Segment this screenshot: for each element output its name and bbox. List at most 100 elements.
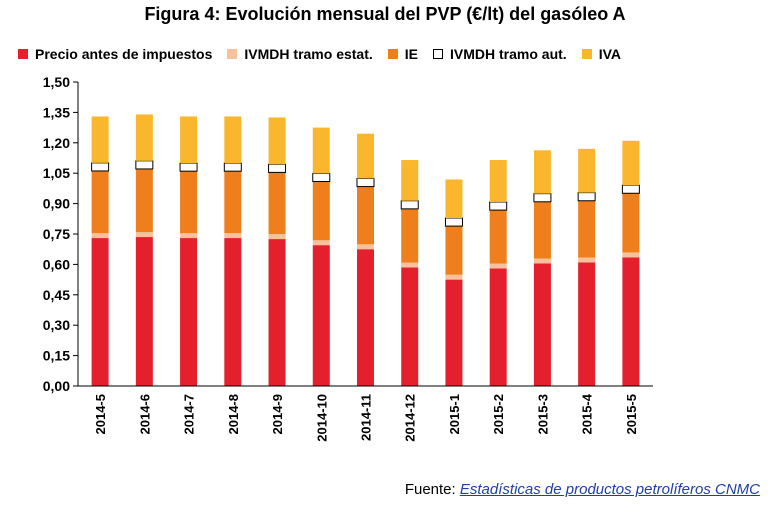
x-tick-label: 2015-2 — [491, 394, 506, 434]
bar-segment-5-2014-7 — [180, 116, 198, 164]
x-tick-label: 2014-11 — [359, 394, 374, 441]
bar-segment-5-2015-3 — [533, 150, 551, 194]
source-label: Fuente: — [404, 481, 460, 498]
bar-segment-5-2014-11 — [357, 133, 374, 179]
bar-segment-5-2015-2 — [489, 160, 507, 202]
bar-segment-4-2014-11 — [356, 177, 375, 188]
y-tick-label: 0,90 — [43, 196, 70, 212]
y-tick-label: 1,05 — [43, 165, 70, 181]
bar-segment-4-2014-12 — [400, 200, 419, 210]
legend-label-ivmdh-estatal: IVMDH tramo estat. — [244, 46, 373, 62]
bar-segment-2-2014-11 — [357, 244, 374, 250]
bar-segment-2-2014-10 — [312, 240, 330, 246]
bar-segment-3-2014-6 — [135, 168, 153, 233]
x-tick-label: 2014-6 — [137, 394, 152, 434]
bar-segment-3-2015-3 — [533, 201, 551, 259]
bar-segment-4-2015-5 — [621, 184, 640, 194]
x-tick-label: 2015-4 — [580, 393, 595, 434]
bar-segment-4-2015-1 — [444, 217, 463, 227]
bar-segment-3-2014-12 — [401, 208, 419, 263]
bar-segment-1-2014-8 — [224, 238, 242, 386]
bar-segment-1-2015-4 — [578, 262, 596, 386]
bar-segment-1-2014-12 — [401, 267, 419, 386]
bar-segment-4-2015-4 — [577, 192, 596, 202]
bar-segment-2-2014-7 — [180, 233, 198, 239]
bar-segment-1-2014-7 — [180, 238, 198, 386]
bar-segment-3-2014-11 — [357, 186, 374, 245]
legend-item-ie: IE — [387, 46, 418, 62]
bar-segment-4-2014-9 — [268, 163, 287, 173]
bar-segment-5-2015-1 — [445, 179, 463, 218]
bar-segment-2-2014-6 — [135, 232, 153, 238]
bar-segment-3-2015-2 — [489, 210, 507, 264]
bar-segment-3-2014-8 — [224, 171, 242, 234]
legend-swatch-ivmdh-estatal — [227, 49, 238, 59]
bar-segment-5-2014-12 — [401, 160, 419, 201]
bar-segment-5-2014-8 — [224, 116, 242, 164]
legend-swatch-iva — [581, 49, 592, 59]
bar-segment-4-2014-5 — [91, 162, 110, 172]
bar-segment-3-2014-7 — [180, 171, 198, 234]
bar-segment-3-2014-5 — [91, 170, 109, 234]
legend-item-ivmdh-autonomico: IVMDH tramo aut. — [433, 46, 567, 62]
legend-item-iva: IVA — [581, 46, 621, 62]
chart-legend: Precio antes de impuestos IVMDH tramo es… — [18, 46, 636, 62]
x-tick-label: 2015-1 — [447, 394, 462, 434]
bar-segment-1-2015-3 — [533, 263, 551, 386]
source-link[interactable]: Estadísticas de productos petrolíferos C… — [459, 481, 760, 498]
bar-segment-2-2015-4 — [578, 257, 596, 263]
x-tick-label: 2015-5 — [624, 394, 639, 434]
bar-segment-4-2014-10 — [312, 172, 331, 183]
bar-segment-1-2014-6 — [135, 237, 153, 386]
bar-segment-4-2015-2 — [489, 201, 508, 211]
x-tick-label: 2014-12 — [403, 394, 418, 442]
bar-segment-5-2014-5 — [91, 116, 109, 163]
bar-segment-3-2015-4 — [578, 200, 596, 258]
bar-segment-4-2014-7 — [179, 162, 198, 172]
bar-segment-3-2014-10 — [312, 181, 330, 241]
bar-segment-5-2014-9 — [268, 117, 286, 165]
y-tick-label: 0,45 — [43, 287, 70, 303]
chart-title: Figura 4: Evolución mensual del PVP (€/l… — [144, 4, 626, 24]
x-tick-label: 2015-3 — [535, 394, 550, 434]
bar-segment-1-2015-1 — [445, 279, 463, 386]
bar-segment-4-2015-3 — [533, 193, 552, 203]
bar-segment-3-2015-1 — [445, 226, 463, 275]
bar-segment-5-2015-4 — [578, 148, 596, 193]
bar-segment-1-2014-10 — [312, 245, 330, 386]
y-tick-label: 1,20 — [43, 135, 70, 151]
y-tick-label: 0,60 — [43, 256, 70, 272]
y-tick-label: 1,35 — [43, 104, 70, 120]
bar-segment-3-2015-5 — [622, 193, 640, 253]
bar-segment-1-2014-9 — [268, 239, 286, 386]
bar-segment-5-2015-5 — [622, 140, 640, 186]
y-tick-label: 0,30 — [43, 317, 70, 333]
x-tick-label: 2014-5 — [93, 394, 108, 434]
bar-segment-2-2015-3 — [533, 258, 551, 264]
legend-swatch-ie — [387, 49, 398, 59]
bar-segment-4-2014-8 — [223, 162, 242, 172]
bar-segment-2-2014-12 — [401, 262, 419, 268]
bar-segment-4-2014-6 — [135, 160, 154, 170]
y-tick-label: 1,50 — [43, 74, 70, 90]
source-note: Fuente: Estadísticas de productos petrol… — [405, 481, 760, 498]
legend-label-ie: IE — [404, 46, 418, 62]
legend-label-precio: Precio antes de impuestos — [35, 46, 213, 62]
bar-segment-1-2015-5 — [622, 257, 640, 386]
y-tick-label: 0,75 — [43, 226, 70, 242]
bar-segment-2-2015-1 — [445, 274, 463, 280]
y-tick-label: 0,15 — [43, 348, 70, 364]
bar-segment-2-2014-9 — [268, 234, 286, 240]
bar-segment-1-2015-2 — [489, 268, 507, 386]
bar-segment-2-2014-8 — [224, 233, 242, 239]
bar-segment-5-2014-6 — [135, 114, 153, 161]
bar-segment-1-2014-11 — [357, 249, 374, 386]
bar-segment-2-2015-5 — [622, 252, 640, 258]
x-tick-label: 2014-9 — [270, 394, 285, 434]
legend-item-ivmdh-estatal: IVMDH tramo estat. — [227, 46, 373, 62]
x-tick-label: 2014-10 — [314, 394, 329, 442]
legend-swatch-ivmdh-autonomico — [433, 49, 443, 59]
legend-label-iva: IVA — [598, 46, 621, 62]
bar-segment-3-2014-9 — [268, 172, 286, 235]
x-tick-label: 2014-7 — [182, 394, 197, 434]
